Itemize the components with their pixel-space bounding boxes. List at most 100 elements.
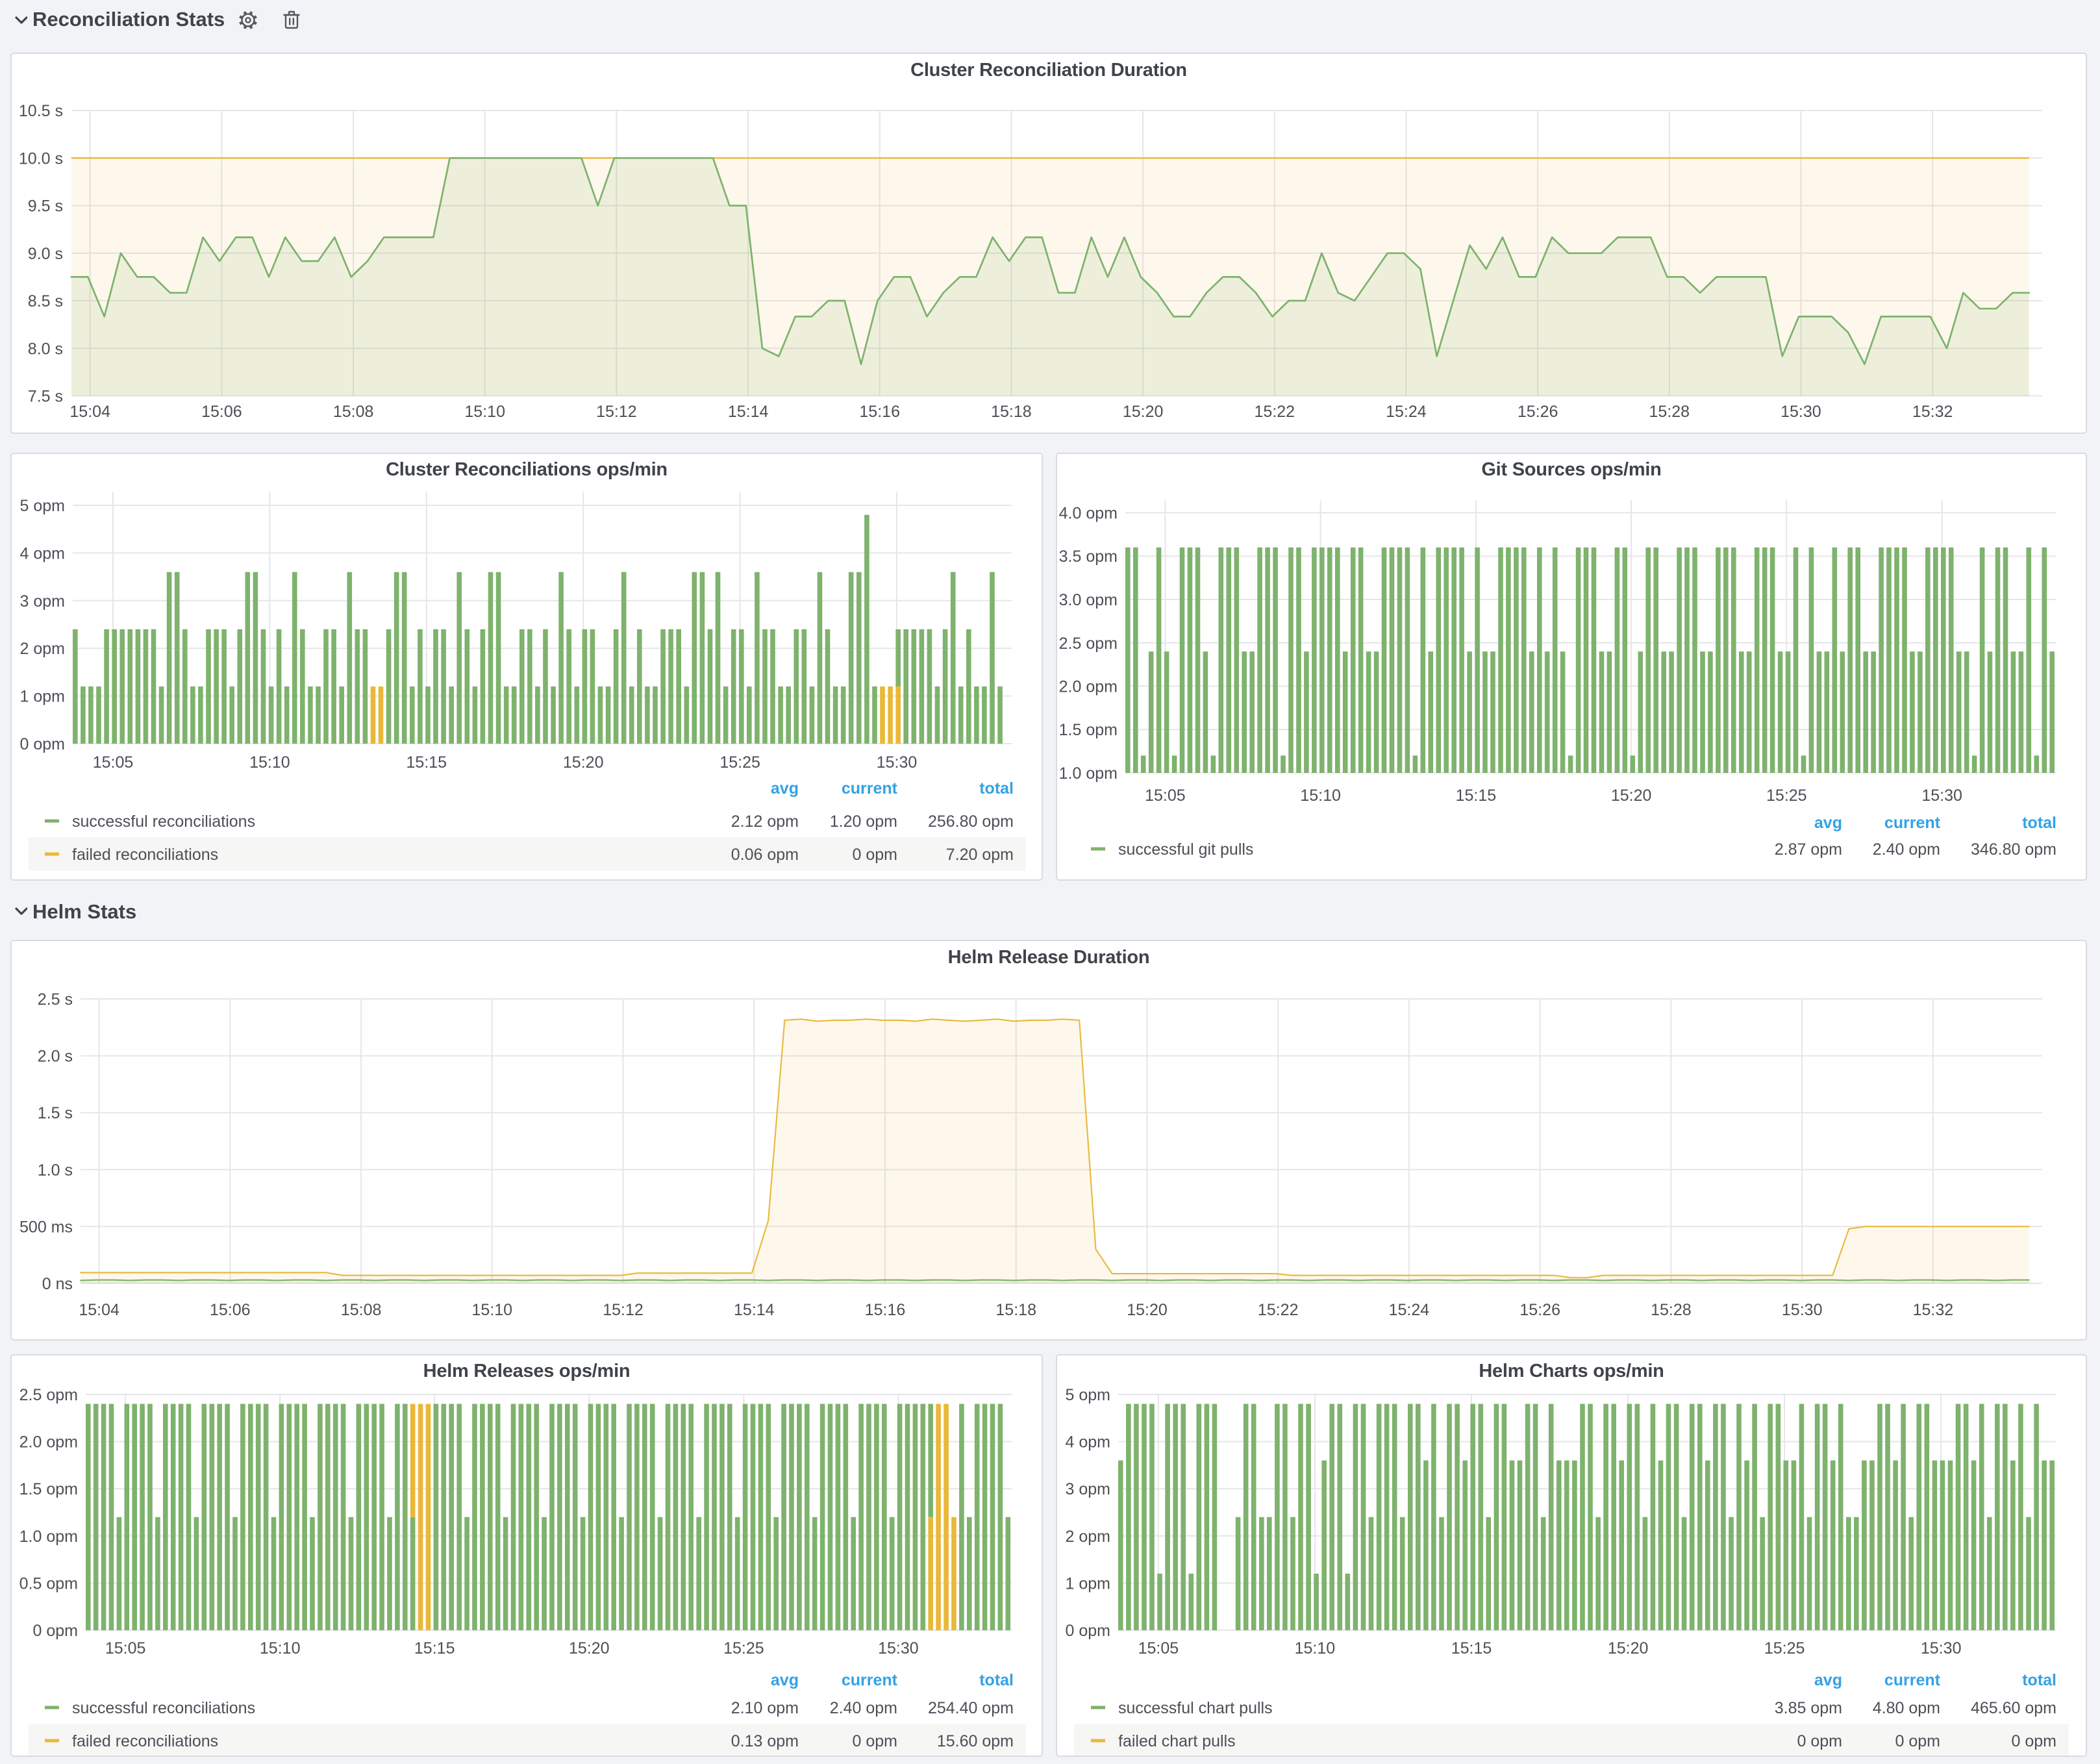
svg-text:9.5 s: 9.5 s xyxy=(28,197,63,216)
svg-text:3 opm: 3 opm xyxy=(1066,1480,1110,1498)
svg-text:15:06: 15:06 xyxy=(210,1301,251,1319)
svg-text:1 opm: 1 opm xyxy=(20,688,65,706)
svg-text:2.12 opm: 2.12 opm xyxy=(731,813,799,831)
svg-text:15:16: 15:16 xyxy=(865,1301,906,1319)
svg-text:3.0 opm: 3.0 opm xyxy=(1059,591,1118,609)
svg-text:15:16: 15:16 xyxy=(859,403,900,421)
svg-text:15:04: 15:04 xyxy=(79,1301,119,1319)
svg-text:2 opm: 2 opm xyxy=(1066,1528,1110,1546)
svg-text:15:08: 15:08 xyxy=(333,403,374,421)
svg-text:total: total xyxy=(979,779,1014,798)
svg-text:3 opm: 3 opm xyxy=(20,592,65,611)
svg-text:avg: avg xyxy=(1814,814,1842,832)
svg-text:0 opm: 0 opm xyxy=(1895,1732,1940,1750)
svg-text:15:10: 15:10 xyxy=(1300,787,1341,805)
svg-text:failed chart pulls: failed chart pulls xyxy=(1118,1732,1236,1750)
svg-text:4.80 opm: 4.80 opm xyxy=(1873,1699,1940,1717)
svg-text:Cluster Reconciliation Duratio: Cluster Reconciliation Duration xyxy=(910,60,1187,81)
svg-text:failed reconciliations: failed reconciliations xyxy=(72,1732,218,1750)
svg-text:successful reconciliations: successful reconciliations xyxy=(72,813,255,831)
svg-text:1.0 s: 1.0 s xyxy=(38,1161,73,1179)
svg-text:15:30: 15:30 xyxy=(1921,1639,1962,1657)
svg-text:7.5 s: 7.5 s xyxy=(28,388,63,406)
svg-text:254.40 opm: 254.40 opm xyxy=(928,1699,1014,1717)
svg-text:15:05: 15:05 xyxy=(1138,1639,1179,1657)
svg-text:15:15: 15:15 xyxy=(1456,787,1497,805)
svg-text:15:28: 15:28 xyxy=(1649,403,1690,421)
svg-text:failed reconciliations: failed reconciliations xyxy=(72,846,218,864)
svg-text:2.5 opm: 2.5 opm xyxy=(19,1386,78,1404)
svg-text:15:15: 15:15 xyxy=(414,1639,455,1657)
svg-text:7.20 opm: 7.20 opm xyxy=(946,846,1014,864)
svg-text:0 opm: 0 opm xyxy=(853,1732,897,1750)
svg-text:15:25: 15:25 xyxy=(719,753,760,772)
svg-text:0 opm: 0 opm xyxy=(1797,1732,1842,1750)
svg-text:1.0 opm: 1.0 opm xyxy=(19,1528,78,1546)
svg-text:Helm Releases ops/min: Helm Releases ops/min xyxy=(423,1361,631,1381)
svg-text:10.0 s: 10.0 s xyxy=(19,149,63,168)
svg-text:1 opm: 1 opm xyxy=(1066,1574,1110,1593)
svg-text:15:20: 15:20 xyxy=(1611,787,1652,805)
svg-text:1.0 opm: 1.0 opm xyxy=(1059,764,1118,783)
svg-text:current: current xyxy=(1884,1671,1941,1689)
svg-text:15:20: 15:20 xyxy=(1608,1639,1649,1657)
svg-text:15:10: 15:10 xyxy=(472,1301,513,1319)
svg-text:15:22: 15:22 xyxy=(1258,1301,1299,1319)
svg-text:15:22: 15:22 xyxy=(1255,403,1295,421)
svg-text:0.13 opm: 0.13 opm xyxy=(731,1732,799,1750)
svg-text:successful reconciliations: successful reconciliations xyxy=(72,1699,255,1717)
svg-text:346.80 opm: 346.80 opm xyxy=(1971,840,2056,859)
svg-text:current: current xyxy=(842,1671,898,1689)
svg-text:15:28: 15:28 xyxy=(1651,1301,1692,1319)
svg-text:15:30: 15:30 xyxy=(1921,787,1962,805)
svg-text:2.0 opm: 2.0 opm xyxy=(1059,678,1118,696)
svg-text:15:25: 15:25 xyxy=(1764,1639,1805,1657)
svg-text:15:24: 15:24 xyxy=(1386,403,1427,421)
svg-text:0 opm: 0 opm xyxy=(1066,1622,1110,1640)
svg-text:total: total xyxy=(2022,1671,2056,1689)
svg-text:total: total xyxy=(979,1671,1014,1689)
svg-text:2.0 opm: 2.0 opm xyxy=(19,1433,78,1452)
svg-text:15:05: 15:05 xyxy=(1145,787,1186,805)
svg-text:2.5 s: 2.5 s xyxy=(38,990,73,1009)
svg-text:avg: avg xyxy=(771,779,799,798)
svg-text:2.87 opm: 2.87 opm xyxy=(1775,840,1842,859)
svg-text:2.0 s: 2.0 s xyxy=(38,1048,73,1066)
svg-text:4.0 opm: 4.0 opm xyxy=(1059,505,1118,523)
svg-text:Git Sources ops/min: Git Sources ops/min xyxy=(1481,459,1661,480)
svg-text:256.80 opm: 256.80 opm xyxy=(928,813,1014,831)
svg-text:15:05: 15:05 xyxy=(105,1639,146,1657)
svg-text:15:20: 15:20 xyxy=(569,1639,610,1657)
svg-text:0.5 opm: 0.5 opm xyxy=(19,1574,78,1593)
svg-text:15:06: 15:06 xyxy=(201,403,242,421)
svg-text:15:25: 15:25 xyxy=(1766,787,1807,805)
svg-text:15:18: 15:18 xyxy=(995,1301,1036,1319)
svg-text:1.5 opm: 1.5 opm xyxy=(19,1480,78,1498)
svg-text:15:04: 15:04 xyxy=(69,403,110,421)
svg-text:3.5 opm: 3.5 opm xyxy=(1059,548,1118,566)
svg-text:avg: avg xyxy=(1814,1671,1842,1689)
svg-text:15:08: 15:08 xyxy=(341,1301,382,1319)
svg-text:15:14: 15:14 xyxy=(728,403,769,421)
svg-text:15:30: 15:30 xyxy=(878,1639,919,1657)
svg-text:15:20: 15:20 xyxy=(1127,1301,1168,1319)
svg-text:15:15: 15:15 xyxy=(1451,1639,1492,1657)
svg-text:15:32: 15:32 xyxy=(1913,1301,1954,1319)
svg-text:15:25: 15:25 xyxy=(723,1639,764,1657)
svg-text:15:30: 15:30 xyxy=(1782,1301,1823,1319)
svg-text:15:05: 15:05 xyxy=(93,753,134,772)
svg-text:0.06 opm: 0.06 opm xyxy=(731,846,799,864)
svg-text:2.10 opm: 2.10 opm xyxy=(731,1699,799,1717)
svg-text:15:10: 15:10 xyxy=(1295,1639,1336,1657)
svg-text:15:10: 15:10 xyxy=(249,753,290,772)
svg-text:5 opm: 5 opm xyxy=(1066,1386,1110,1404)
svg-text:15:30: 15:30 xyxy=(1781,403,1821,421)
svg-text:2.40 opm: 2.40 opm xyxy=(1873,840,1940,859)
svg-text:current: current xyxy=(842,779,898,798)
svg-text:0 opm: 0 opm xyxy=(853,846,897,864)
svg-text:4 opm: 4 opm xyxy=(20,544,65,562)
svg-text:2.40 opm: 2.40 opm xyxy=(830,1699,897,1717)
svg-text:0 opm: 0 opm xyxy=(2012,1732,2056,1750)
svg-text:15:20: 15:20 xyxy=(563,753,604,772)
svg-text:5 opm: 5 opm xyxy=(20,497,65,515)
